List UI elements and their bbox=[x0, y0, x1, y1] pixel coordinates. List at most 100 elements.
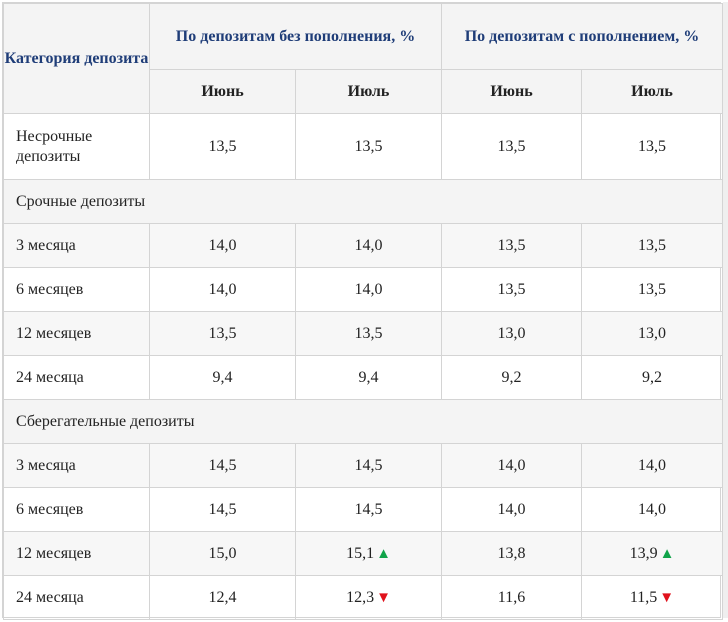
rate-value: 9,4 bbox=[212, 368, 233, 386]
header-month: Июнь bbox=[149, 69, 296, 114]
row-label: 3 месяца bbox=[3, 223, 150, 268]
rate-value: 9,2 bbox=[501, 368, 522, 386]
scrollbar[interactable] bbox=[723, 2, 728, 618]
rate-cell: 14,0 bbox=[295, 267, 442, 312]
triangle-down-icon: ▼ bbox=[376, 589, 391, 606]
table-row: 24 месяца 12,4 12,3 ▼ 11,6 11,5 ▼ bbox=[3, 575, 723, 620]
deposit-rates-table: Категория депозита По депозитам без попо… bbox=[3, 3, 723, 620]
rate-value: 13,5 bbox=[208, 324, 237, 342]
triangle-up-icon: ▲ bbox=[376, 545, 391, 562]
rate-value: 14,0 bbox=[497, 456, 526, 474]
rate-cell: 13,0 bbox=[441, 311, 582, 356]
rate-value: 13,5 bbox=[354, 324, 383, 342]
rate-value: 12,4 bbox=[208, 588, 237, 606]
rate-value: 11,5 bbox=[629, 588, 658, 606]
rate-cell: 13,5 bbox=[441, 223, 582, 268]
header-group-with-topup: По депозитам с пополнением, % bbox=[441, 3, 723, 70]
section-label: Сберегательные депозиты bbox=[3, 399, 723, 444]
rate-cell: 9,4 bbox=[295, 355, 442, 400]
rate-cell: 14,0 bbox=[581, 443, 723, 488]
rate-cell: 13,0 bbox=[581, 311, 723, 356]
rate-value: 14,5 bbox=[354, 500, 383, 518]
rate-cell: 13,5 bbox=[441, 267, 582, 312]
header-month: Июль bbox=[581, 69, 723, 114]
rate-value: 15,1 bbox=[346, 544, 375, 562]
triangle-up-icon: ▲ bbox=[659, 545, 675, 562]
rate-value: 14,0 bbox=[638, 500, 666, 518]
rate-cell: 15,1 ▲ bbox=[295, 531, 442, 576]
table-row: 12 месяцев 15,0 15,1 ▲ 13,8 13,9 ▲ bbox=[3, 531, 723, 576]
header-category: Категория депозита bbox=[3, 3, 150, 114]
rate-cell: 14,0 bbox=[581, 487, 723, 532]
rate-value: 9,2 bbox=[642, 368, 662, 386]
rate-cell: 13,8 bbox=[441, 531, 582, 576]
rate-value: 14,0 bbox=[354, 280, 383, 298]
table-row: Несрочные депозиты 13,5 13,5 13,5 13,5 bbox=[3, 113, 723, 180]
rate-value: 13,0 bbox=[497, 324, 526, 342]
rate-value: 13,5 bbox=[497, 137, 526, 155]
header-month: Июнь bbox=[441, 69, 582, 114]
rate-cell: 12,4 bbox=[149, 575, 296, 620]
row-label: 6 месяцев bbox=[3, 487, 150, 532]
rate-value: 13,5 bbox=[208, 137, 237, 155]
rate-cell: 13,5 bbox=[295, 311, 442, 356]
rate-cell: 13,5 bbox=[581, 113, 723, 180]
rate-value: 13,5 bbox=[638, 236, 666, 254]
rate-value: 11,6 bbox=[497, 588, 526, 606]
rate-cell: 15,0 bbox=[149, 531, 296, 576]
rate-value: 14,5 bbox=[208, 456, 237, 474]
rate-cell: 13,5 bbox=[581, 223, 723, 268]
rate-value: 14,0 bbox=[208, 236, 237, 254]
rate-value: 14,5 bbox=[208, 500, 237, 518]
rate-value: 14,5 bbox=[354, 456, 383, 474]
rate-cell: 11,5 ▼ bbox=[581, 575, 723, 620]
rate-cell: 14,5 bbox=[295, 487, 442, 532]
rate-value: 13,5 bbox=[497, 280, 526, 298]
rate-value: 14,0 bbox=[497, 500, 526, 518]
rate-cell: 9,2 bbox=[441, 355, 582, 400]
rate-cell: 12,3 ▼ bbox=[295, 575, 442, 620]
table-row: 6 месяцев 14,5 14,5 14,0 14,0 bbox=[3, 487, 723, 532]
row-label: 3 месяца bbox=[3, 443, 150, 488]
table-row: 3 месяца 14,5 14,5 14,0 14,0 bbox=[3, 443, 723, 488]
rate-value: 14,0 bbox=[638, 456, 666, 474]
rate-value: 9,4 bbox=[358, 368, 379, 386]
rate-value: 14,0 bbox=[208, 280, 237, 298]
table-row: 24 месяца 9,4 9,4 9,2 9,2 bbox=[3, 355, 723, 400]
rate-cell: 14,0 bbox=[149, 223, 296, 268]
section-row: Сберегательные депозиты bbox=[3, 399, 723, 444]
rate-cell: 13,5 bbox=[441, 113, 582, 180]
rate-cell: 13,5 bbox=[295, 113, 442, 180]
rate-cell: 14,0 bbox=[149, 267, 296, 312]
rate-cell: 14,0 bbox=[441, 443, 582, 488]
rate-cell: 14,0 bbox=[441, 487, 582, 532]
row-label: 12 месяцев bbox=[3, 311, 150, 356]
rate-cell: 9,4 bbox=[149, 355, 296, 400]
rate-value: 13,9 bbox=[629, 544, 658, 562]
rate-cell: 9,2 bbox=[581, 355, 723, 400]
rate-cell: 13,5 bbox=[149, 113, 296, 180]
row-label: Несрочные депозиты bbox=[3, 113, 150, 180]
rate-cell: 11,6 bbox=[441, 575, 582, 620]
rate-cell: 13,5 bbox=[581, 267, 723, 312]
rate-value: 15,0 bbox=[208, 544, 237, 562]
rate-value: 13,5 bbox=[638, 280, 666, 298]
rate-cell: 14,5 bbox=[149, 443, 296, 488]
rate-cell: 14,5 bbox=[295, 443, 442, 488]
triangle-down-icon: ▼ bbox=[659, 589, 675, 606]
table-row: 12 месяцев 13,5 13,5 13,0 13,0 bbox=[3, 311, 723, 356]
row-label: 6 месяцев bbox=[3, 267, 150, 312]
rate-value: 13,5 bbox=[497, 236, 526, 254]
rate-value: 14,0 bbox=[354, 236, 383, 254]
rate-value: 12,3 bbox=[346, 588, 375, 606]
rate-cell: 13,9 ▲ bbox=[581, 531, 723, 576]
rate-cell: 14,0 bbox=[295, 223, 442, 268]
header-group-no-topup: По депозитам без пополнения, % bbox=[149, 3, 442, 70]
rate-cell: 14,5 bbox=[149, 487, 296, 532]
rate-cell: 13,5 bbox=[149, 311, 296, 356]
header-month: Июль bbox=[295, 69, 442, 114]
section-label: Срочные депозиты bbox=[3, 179, 723, 224]
section-row: Срочные депозиты bbox=[3, 179, 723, 224]
table-row: 6 месяцев 14,0 14,0 13,5 13,5 bbox=[3, 267, 723, 312]
